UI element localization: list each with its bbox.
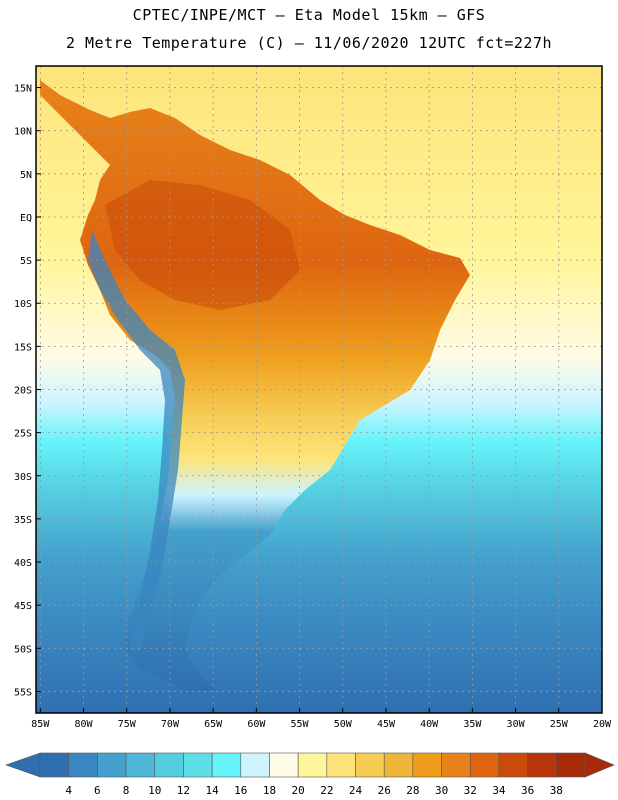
lat-tick-label: 10S: [14, 299, 32, 310]
lat-tick-label: 35S: [14, 515, 32, 526]
lon-tick-label: 65W: [204, 719, 223, 730]
lat-tick-label: 40S: [14, 558, 32, 569]
legend-swatch: [498, 752, 528, 778]
legend-label: 38: [549, 784, 563, 797]
legend-label: 32: [463, 784, 477, 797]
legend-label: 18: [262, 784, 277, 797]
lon-tick-label: 50W: [334, 719, 353, 730]
legend-swatch: [556, 752, 586, 778]
legend-swatch: [326, 752, 356, 778]
legend-label: 6: [94, 784, 101, 797]
lon-tick-label: 25W: [550, 719, 569, 730]
legend-label: 10: [148, 784, 162, 797]
lon-tick-label: 55W: [291, 719, 310, 730]
lon-tick-label: 45W: [377, 719, 396, 730]
legend-label: 30: [434, 784, 449, 797]
lat-tick-label: 25S: [14, 429, 32, 440]
map-title-line2: 2 Metre Temperature (C) – 11/06/2020 12U…: [65, 34, 553, 52]
lat-tick-label: 15N: [14, 84, 32, 95]
lon-tick-label: 75W: [118, 719, 137, 730]
legend-label: 20: [291, 784, 305, 797]
color-legend: [5, 752, 615, 778]
longitude-ticks: 85W 80W 75W 70W 65W 60W 55W 50W 45W 40W 35W 30W 25W 2…: [31, 708, 612, 730]
legend-swatch: [183, 752, 213, 778]
lat-tick-label: 45S: [14, 601, 32, 612]
lat-tick-label: EQ: [20, 213, 32, 224]
legend-swatch: [441, 752, 471, 778]
lon-tick-label: 60W: [247, 719, 266, 730]
legend-label: 16: [234, 784, 248, 797]
legend-swatch: [412, 752, 442, 778]
legend-label: 34: [492, 784, 506, 797]
andes-cold-strip: [88, 230, 185, 650]
legend-label: 14: [205, 784, 219, 797]
legend-label: 12: [176, 784, 191, 797]
legend-label: 26: [377, 784, 391, 797]
legend-label: 36: [521, 784, 535, 797]
legend-swatch: [211, 752, 242, 778]
legend-label: 28: [406, 784, 420, 797]
legend-low-arrow: [5, 752, 41, 778]
legend-swatch: [527, 752, 557, 778]
hot-region: [105, 180, 300, 310]
legend-label: 22: [320, 784, 334, 797]
lat-tick-label: 10N: [14, 127, 32, 138]
lat-lon-grid: [36, 66, 602, 713]
legend-swatch: [355, 752, 385, 778]
legend-high-arrow: [584, 752, 615, 778]
legend-label: 4: [65, 784, 72, 797]
legend-swatch: [240, 752, 270, 778]
lon-tick-label: 85W: [31, 719, 50, 730]
lon-tick-label: 20W: [593, 719, 612, 730]
map-title-line1: CPTEC/INPE/MCT – Eta Model 15km – GFS: [132, 6, 486, 24]
legend-swatch: [469, 752, 500, 778]
lat-tick-label: 50S: [14, 644, 32, 655]
lat-tick-label: 55S: [14, 687, 32, 698]
legend-swatch: [97, 752, 127, 778]
lon-tick-label: 70W: [161, 719, 180, 730]
lat-tick-label: 15S: [14, 342, 32, 353]
lon-tick-label: 30W: [507, 719, 526, 730]
lat-tick-label: 5S: [20, 256, 32, 267]
latitude-ticks: 15N 10N 5N EQ 5S 10S 15S 20S 25S 30S 35S 40S 45S 50S 5…: [14, 84, 41, 698]
legend-swatch: [125, 752, 156, 778]
lat-tick-label: 5N: [20, 170, 32, 181]
legend-swatch: [154, 752, 184, 778]
legend-swatch: [68, 752, 98, 778]
legend-swatch: [297, 752, 328, 778]
legend-swatch: [39, 752, 69, 778]
legend-label: 24: [348, 784, 363, 797]
legend-swatch: [383, 752, 414, 778]
lon-tick-label: 40W: [420, 719, 439, 730]
temperature-map: 15N 10N 5N EQ 5S 10S 15S 20S 25S 30S 35S 40S 45S 50S 5…: [14, 65, 612, 730]
legend-label: 8: [122, 784, 130, 797]
legend-swatch: [269, 752, 299, 778]
lat-tick-label: 30S: [14, 472, 32, 483]
lon-tick-label: 35W: [463, 719, 482, 730]
lat-tick-label: 20S: [14, 386, 32, 397]
lon-tick-label: 80W: [74, 719, 93, 730]
